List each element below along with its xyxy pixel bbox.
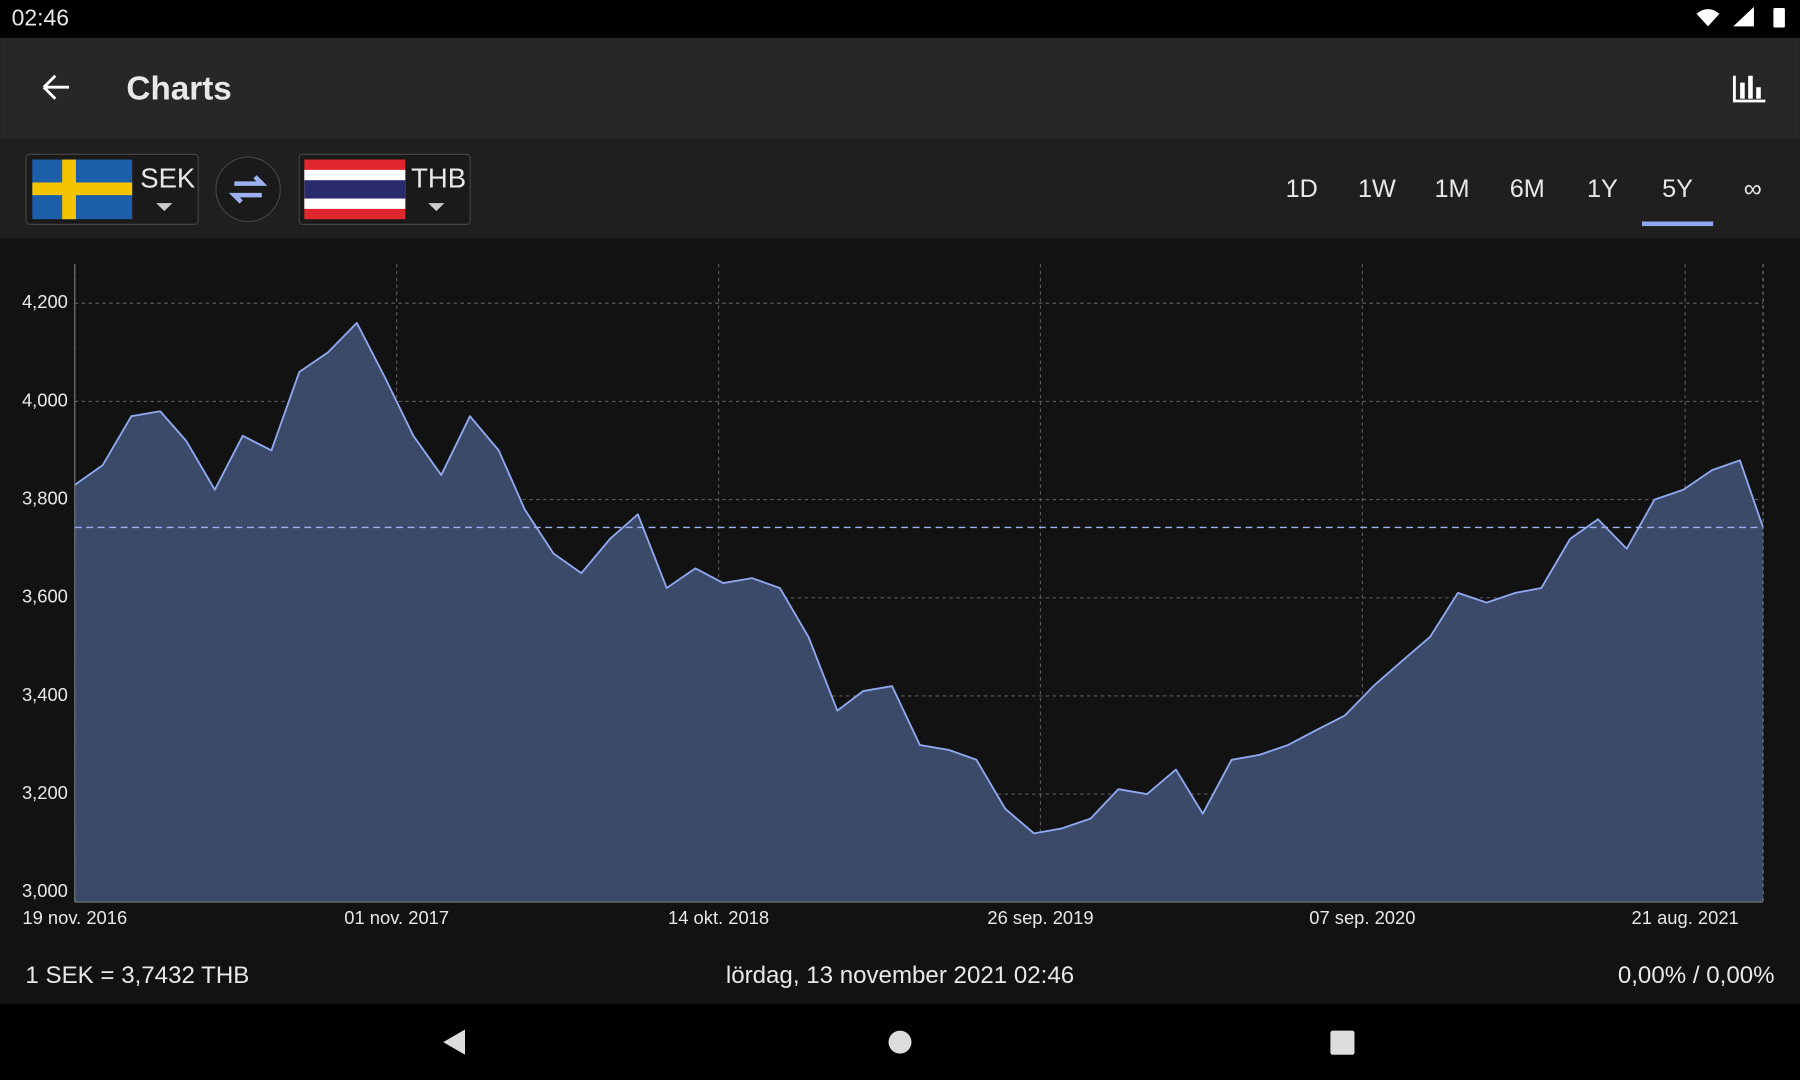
nav-back[interactable]: [443, 1029, 466, 1055]
status-bar: [0, 0, 1800, 38]
x-tick-label: 26 sep. 2019: [987, 907, 1093, 928]
app-title: Charts: [126, 70, 231, 107]
x-tick-label: 14 okt. 2018: [668, 907, 769, 928]
to-currency: THB: [411, 162, 466, 193]
range-tab[interactable]: 1Y: [1587, 175, 1618, 203]
range-tab[interactable]: 1W: [1358, 175, 1396, 203]
range-tab[interactable]: ∞: [1744, 175, 1762, 203]
y-tick-label: 3,400: [22, 684, 68, 705]
back-button[interactable]: [42, 74, 70, 100]
range-tab[interactable]: 1D: [1286, 175, 1318, 203]
x-tick-label: 21 aug. 2021: [1632, 907, 1739, 928]
nav-recents[interactable]: [1330, 1030, 1355, 1055]
range-tab[interactable]: 5Y: [1662, 175, 1693, 203]
status-time: 02:46: [12, 5, 69, 31]
wifi-icon: [1696, 9, 1720, 27]
to-currency-button[interactable]: [298, 153, 471, 225]
y-tick-label: 3,200: [22, 782, 68, 803]
datetime-text: lördag, 13 november 2021 02:46: [726, 962, 1074, 989]
area-fill: [74, 322, 1764, 903]
y-tick-label: 3,600: [22, 586, 68, 607]
y-tick-label: 4,000: [22, 389, 68, 410]
x-tick-label: 01 nov. 2017: [344, 907, 449, 928]
app-bar: [0, 37, 1800, 139]
x-tick-label: 19 nov. 2016: [22, 907, 127, 928]
y-tick-label: 4,200: [22, 291, 68, 312]
from-currency: SEK: [140, 162, 196, 193]
from-currency-button[interactable]: [25, 153, 199, 225]
battery-icon: [1773, 8, 1785, 28]
active-tab-indicator: [1641, 221, 1714, 227]
swap-button[interactable]: [215, 156, 281, 223]
nav-home[interactable]: [888, 1030, 912, 1054]
x-tick-label: 07 sep. 2020: [1309, 907, 1415, 928]
range-tab[interactable]: 1M: [1435, 175, 1470, 203]
y-tick-label: 3,000: [22, 880, 68, 901]
range-tab[interactable]: 6M: [1510, 175, 1545, 203]
change-text: 0,00% / 0,00%: [1618, 962, 1775, 989]
rate-text: 1 SEK = 3,7432 THB: [25, 962, 249, 989]
chart-type-button[interactable]: [1732, 75, 1766, 103]
rate-line: [74, 321, 1764, 835]
y-tick-label: 3,800: [22, 487, 68, 508]
